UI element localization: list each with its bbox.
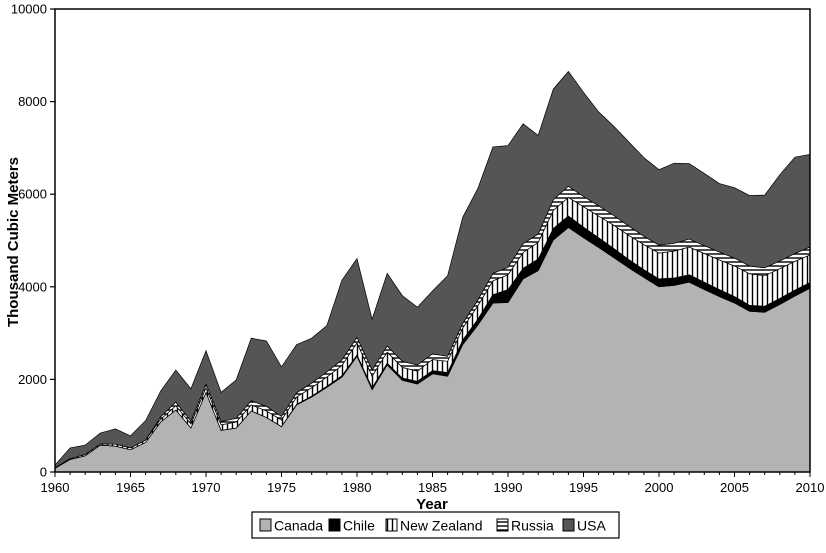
legend: Canada Chile New Zealand Russia USA — [251, 511, 620, 539]
x-tick-label: 2010 — [796, 480, 825, 495]
x-tick-label: 1990 — [494, 480, 523, 495]
legend-swatch-usa — [562, 518, 575, 532]
legend-swatch-russia — [496, 518, 509, 532]
x-tick-label: 2005 — [720, 480, 749, 495]
y-tick-label: 6000 — [18, 187, 47, 202]
x-tick-label: 1975 — [267, 480, 296, 495]
legend-box — [251, 511, 620, 539]
y-tick-label: 4000 — [18, 279, 47, 294]
x-tick-label: 1985 — [418, 480, 447, 495]
legend-swatch-chile — [328, 518, 341, 532]
legend-label-new-zealand: New Zealand — [400, 518, 483, 534]
y-axis-label: Thousand Cubic Meters — [5, 157, 22, 327]
y-tick-label: 10000 — [11, 2, 47, 17]
y-tick-label: 8000 — [18, 94, 47, 109]
legend-swatch-canada — [259, 518, 272, 532]
legend-label-usa: USA — [577, 518, 606, 534]
x-tick-label: 2000 — [645, 480, 674, 495]
x-tick-label: 1995 — [569, 480, 598, 495]
legend-swatch-new-zealand — [385, 518, 398, 532]
x-tick-label: 1970 — [192, 480, 221, 495]
y-tick-label: 0 — [40, 465, 47, 480]
x-axis: 1960 1965 1970 1975 1980 1985 1990 1995 2000 2005… — [41, 472, 825, 495]
x-axis-label: Year — [416, 496, 448, 513]
x-tick-label: 1980 — [343, 480, 372, 495]
x-tick-label: 1960 — [41, 480, 70, 495]
y-tick-label: 2000 — [18, 372, 47, 387]
area-series-group — [54, 70, 811, 473]
legend-label-russia: Russia — [511, 518, 554, 534]
legend-label-chile: Chile — [343, 518, 375, 534]
y-axis: 0 2000 4000 6000 8000 10000 — [11, 2, 55, 480]
x-tick-label: 1965 — [116, 480, 145, 495]
legend-label-canada: Canada — [274, 518, 323, 534]
